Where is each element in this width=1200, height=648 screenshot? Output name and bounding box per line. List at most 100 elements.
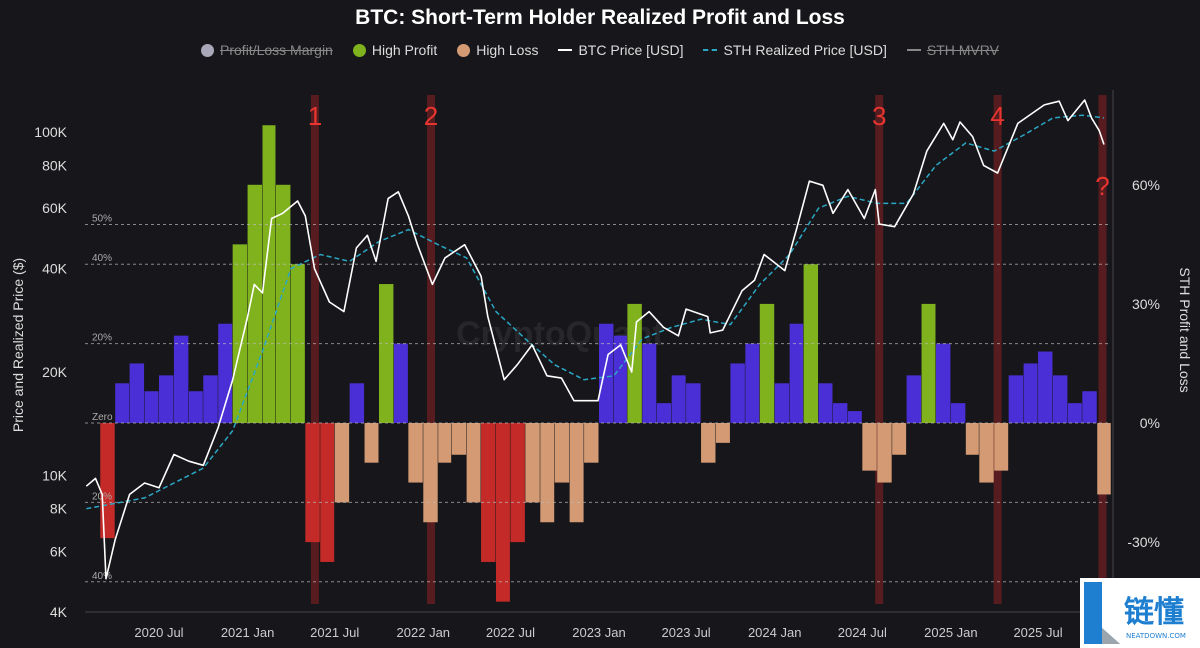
legend-label: Profit/Loss Margin bbox=[220, 42, 333, 58]
pl-bar bbox=[745, 343, 760, 423]
y-left-tick-label: 100K bbox=[34, 124, 67, 140]
legend: Profit/Loss Margin High Profit High Loss BT… bbox=[0, 42, 1200, 58]
x-tick-label: 2024 Jul bbox=[838, 625, 887, 640]
legend-item[interactable]: Profit/Loss Margin bbox=[201, 42, 333, 58]
x-tick-label: 2024 Jan bbox=[748, 625, 802, 640]
annotation-band bbox=[993, 95, 1002, 604]
x-tick-label: 2020 Jul bbox=[134, 625, 183, 640]
y-left-tick-label: 6K bbox=[50, 544, 68, 560]
reference-label: 40% bbox=[92, 571, 112, 582]
x-tick-label: 2022 Jul bbox=[486, 625, 535, 640]
x-tick-label: 2023 Jul bbox=[662, 625, 711, 640]
y-right-tick-label: -30% bbox=[1127, 534, 1160, 550]
legend-item[interactable]: STH Realized Price [USD] bbox=[703, 42, 887, 58]
pl-bar bbox=[569, 423, 584, 523]
pl-bar bbox=[320, 423, 335, 562]
pl-bar bbox=[481, 423, 496, 562]
svg-text:链懂: 链懂 bbox=[1124, 595, 1184, 630]
legend-item[interactable]: High Loss bbox=[457, 42, 538, 58]
reference-label: Zero bbox=[92, 412, 113, 423]
legend-item[interactable]: STH MVRV bbox=[906, 42, 999, 58]
pl-bar bbox=[510, 423, 525, 543]
pl-bar bbox=[789, 323, 804, 423]
y-left-tick-label: 8K bbox=[50, 501, 68, 517]
pl-bar bbox=[818, 383, 833, 423]
x-tick-label: 2021 Jul bbox=[310, 625, 359, 640]
legend-label: High Loss bbox=[476, 42, 539, 58]
annotation-label: 3 bbox=[872, 101, 886, 131]
pl-bar bbox=[906, 375, 922, 423]
pl-bar bbox=[495, 423, 510, 602]
legend-label: BTC Price [USD] bbox=[578, 42, 684, 58]
annotation-label: 4 bbox=[990, 101, 1004, 131]
pl-bar bbox=[364, 423, 379, 463]
chart-title: BTC: Short-Term Holder Realized Profit a… bbox=[355, 6, 845, 29]
pl-bar bbox=[965, 423, 979, 455]
pl-bar bbox=[334, 423, 350, 503]
pl-bar bbox=[656, 403, 672, 423]
pl-bar bbox=[1052, 375, 1068, 423]
pl-bar bbox=[1097, 423, 1111, 495]
pl-bar bbox=[921, 303, 936, 423]
pl-bar bbox=[378, 284, 394, 423]
pl-bar bbox=[715, 423, 730, 443]
pl-bar bbox=[847, 411, 862, 423]
btc-price-line bbox=[85, 99, 1105, 580]
pl-bar bbox=[349, 383, 365, 423]
reference-label: 40% bbox=[92, 253, 112, 264]
x-tick-label: 2023 Jan bbox=[572, 625, 626, 640]
pl-bar bbox=[935, 343, 951, 423]
pl-bar bbox=[173, 335, 189, 423]
pl-bar bbox=[218, 323, 233, 423]
pl-bar bbox=[803, 264, 819, 423]
y-left-tick-label: 4K bbox=[50, 604, 68, 620]
pl-bar bbox=[1038, 351, 1053, 423]
pl-bar bbox=[613, 335, 627, 423]
legend-marker-icon bbox=[457, 43, 471, 57]
pl-bar bbox=[686, 383, 701, 423]
legend-label: High Profit bbox=[371, 42, 438, 58]
annotation-band bbox=[1098, 95, 1107, 604]
pl-bar bbox=[408, 423, 423, 483]
legend-marker-icon bbox=[352, 43, 366, 57]
pl-bar bbox=[671, 375, 686, 423]
y-left-tick-label: 40K bbox=[42, 261, 68, 277]
pl-bar bbox=[540, 423, 555, 523]
annotation-band bbox=[310, 95, 319, 604]
legend-item[interactable]: BTC Price [USD] bbox=[558, 42, 683, 58]
pl-bar bbox=[466, 423, 481, 503]
pl-bar bbox=[877, 423, 892, 483]
y-left-tick-label: 80K bbox=[42, 157, 68, 173]
pl-bar bbox=[393, 343, 408, 423]
svg-text:NEATDOWN.COM: NEATDOWN.COM bbox=[1126, 632, 1186, 640]
pl-bar bbox=[598, 323, 614, 423]
pl-bar bbox=[1008, 375, 1024, 423]
y-right-tick-label: 60% bbox=[1132, 177, 1160, 193]
pl-bar bbox=[994, 423, 1009, 471]
pl-bar bbox=[451, 423, 467, 455]
pl-bar bbox=[203, 375, 218, 423]
neatdown-logo: 链懂 NEATDOWN.COM bbox=[1080, 578, 1200, 648]
y-right-axis-title: STH Profit and Loss bbox=[1177, 267, 1193, 392]
legend-item[interactable]: High Profit bbox=[352, 42, 438, 58]
reference-label: 20% bbox=[92, 333, 112, 344]
pl-bar bbox=[642, 343, 657, 423]
pl-bar bbox=[892, 423, 907, 455]
pl-bar bbox=[701, 423, 716, 463]
annotation-label: ? bbox=[1095, 171, 1109, 201]
legend-label: STH Realized Price [USD] bbox=[723, 42, 887, 58]
pl-bar bbox=[129, 363, 145, 423]
pl-bar bbox=[759, 303, 775, 423]
pl-bar bbox=[232, 244, 248, 423]
y-right-tick-label: 30% bbox=[1132, 296, 1160, 312]
pl-bar bbox=[144, 391, 159, 423]
x-tick-label: 2021 Jan bbox=[221, 625, 275, 640]
pl-bar bbox=[525, 423, 540, 503]
y-left-tick-label: 60K bbox=[42, 200, 68, 216]
y-left-tick-label: 10K bbox=[42, 467, 68, 483]
pl-bar bbox=[305, 423, 320, 543]
reference-label: 50% bbox=[92, 214, 112, 225]
y-left-axis-title: Price and Realized Price ($) bbox=[10, 258, 26, 432]
y-right-tick-label: 0% bbox=[1140, 415, 1160, 431]
annotation-band bbox=[875, 95, 884, 604]
